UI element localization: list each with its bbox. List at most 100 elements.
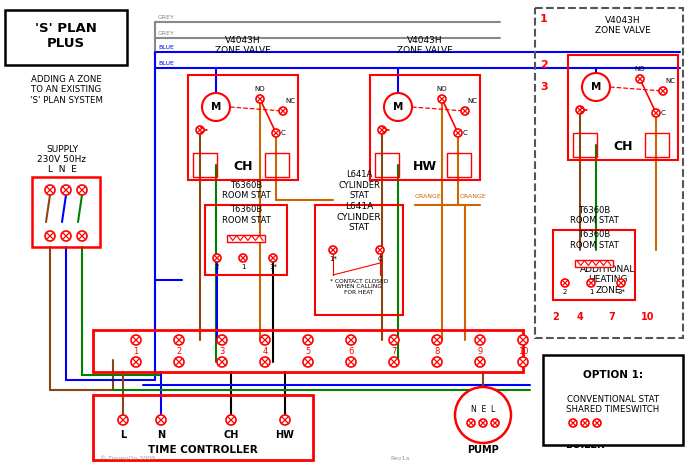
Bar <box>553 230 635 300</box>
Circle shape <box>491 419 499 427</box>
Text: CH: CH <box>613 140 633 154</box>
Circle shape <box>156 415 166 425</box>
Circle shape <box>461 107 469 115</box>
Circle shape <box>118 415 128 425</box>
Text: C: C <box>377 256 382 262</box>
Text: V4043H
ZONE VALVE: V4043H ZONE VALVE <box>595 15 651 35</box>
Text: 2: 2 <box>563 289 567 295</box>
Circle shape <box>454 129 462 137</box>
Text: © DaveyOn 2009: © DaveyOn 2009 <box>100 455 155 461</box>
Text: ORANGE: ORANGE <box>415 194 442 199</box>
Text: L641A
CYLINDER
STAT: L641A CYLINDER STAT <box>337 202 382 232</box>
Circle shape <box>239 254 247 262</box>
Text: 2: 2 <box>540 60 548 70</box>
Text: 3*: 3* <box>617 289 625 295</box>
Bar <box>375 153 399 177</box>
Circle shape <box>269 254 277 262</box>
Text: M: M <box>393 102 403 112</box>
Circle shape <box>196 126 204 134</box>
Circle shape <box>378 126 386 134</box>
Circle shape <box>77 231 87 241</box>
Text: C: C <box>661 110 666 116</box>
Circle shape <box>479 419 487 427</box>
Text: 3: 3 <box>219 346 225 356</box>
Bar <box>32 177 100 247</box>
Circle shape <box>202 93 230 121</box>
Circle shape <box>518 335 528 345</box>
Text: BLUE: BLUE <box>158 61 174 66</box>
Circle shape <box>217 335 227 345</box>
Text: PUMP: PUMP <box>467 445 499 455</box>
Text: 1*: 1* <box>329 256 337 262</box>
Circle shape <box>256 95 264 103</box>
Circle shape <box>131 357 141 367</box>
Text: 4: 4 <box>262 346 268 356</box>
Bar <box>5 10 127 65</box>
Text: T6360B
ROOM STAT: T6360B ROOM STAT <box>570 230 618 250</box>
Circle shape <box>174 335 184 345</box>
Circle shape <box>432 335 442 345</box>
Text: 2: 2 <box>177 346 181 356</box>
Circle shape <box>329 246 337 254</box>
Text: 2: 2 <box>215 264 219 270</box>
Text: N  E  L: N E L <box>573 405 597 415</box>
Bar <box>645 133 669 157</box>
Circle shape <box>582 73 610 101</box>
Text: L641A
CYLINDER
STAT: L641A CYLINDER STAT <box>338 170 380 200</box>
Bar <box>563 397 618 439</box>
Bar <box>227 234 265 241</box>
Circle shape <box>226 415 236 425</box>
Text: CH: CH <box>233 161 253 174</box>
Circle shape <box>61 231 71 241</box>
Text: 1: 1 <box>589 289 593 295</box>
Text: NO: NO <box>437 86 447 92</box>
Text: BLUE: BLUE <box>158 45 174 50</box>
Text: 10: 10 <box>518 346 529 356</box>
Text: 8: 8 <box>434 346 440 356</box>
Text: 1: 1 <box>540 14 548 24</box>
Circle shape <box>576 106 584 114</box>
Text: GREY: GREY <box>158 31 175 36</box>
Circle shape <box>389 357 399 367</box>
Text: ORANGE: ORANGE <box>460 194 486 199</box>
Text: T6360B
ROOM STAT: T6360B ROOM STAT <box>570 205 618 225</box>
Text: V4043H
ZONE VALVE: V4043H ZONE VALVE <box>397 36 453 55</box>
Circle shape <box>432 357 442 367</box>
Circle shape <box>561 279 569 287</box>
Text: N: N <box>157 430 165 440</box>
Text: 6: 6 <box>348 346 354 356</box>
Circle shape <box>617 279 625 287</box>
Text: * CONTACT CLOSED
WHEN CALLING
FOR HEAT: * CONTACT CLOSED WHEN CALLING FOR HEAT <box>330 279 388 295</box>
Text: OPTION 1:: OPTION 1: <box>583 370 643 380</box>
Text: N  E  L: N E L <box>471 405 495 415</box>
Bar <box>193 153 217 177</box>
Text: C: C <box>281 130 286 136</box>
Text: T6360B
ROOM STAT: T6360B ROOM STAT <box>221 181 270 200</box>
Bar <box>265 153 289 177</box>
Circle shape <box>636 75 644 83</box>
Text: 9: 9 <box>477 346 482 356</box>
Text: V4043H
ZONE VALVE: V4043H ZONE VALVE <box>215 36 271 55</box>
Circle shape <box>475 357 485 367</box>
Bar <box>447 153 471 177</box>
Text: NC: NC <box>285 98 295 104</box>
Circle shape <box>217 357 227 367</box>
Text: SUPPLY
230V 50Hz: SUPPLY 230V 50Hz <box>37 145 86 164</box>
Circle shape <box>45 185 55 195</box>
Circle shape <box>467 419 475 427</box>
Bar <box>93 330 523 372</box>
Bar <box>188 75 298 180</box>
Bar <box>543 355 683 445</box>
Circle shape <box>280 415 290 425</box>
Circle shape <box>213 254 221 262</box>
Text: L: L <box>120 430 126 440</box>
Text: 1: 1 <box>241 264 245 270</box>
Bar <box>535 8 683 338</box>
Bar <box>93 395 313 460</box>
Circle shape <box>384 93 412 121</box>
Circle shape <box>346 335 356 345</box>
Bar <box>573 133 597 157</box>
Circle shape <box>45 231 55 241</box>
Circle shape <box>587 279 595 287</box>
Bar <box>568 55 678 160</box>
